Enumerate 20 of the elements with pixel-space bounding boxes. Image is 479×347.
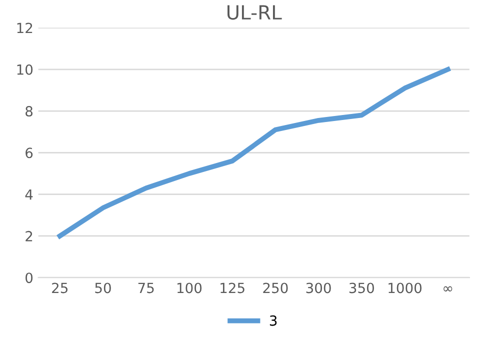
x-tick-label: 50	[95, 282, 111, 294]
y-tick-label: 6	[26, 148, 33, 158]
y-tick-label: 10	[17, 64, 33, 75]
x-tick-label: 350	[349, 282, 374, 294]
y-tick-label: 12	[17, 22, 32, 34]
line-series	[57, 66, 450, 238]
x-tick-label: 250	[263, 282, 288, 294]
x-tick-label: 25	[52, 282, 68, 294]
x-tick-label: 75	[138, 282, 154, 294]
y-tick-label: 2	[26, 230, 32, 242]
chart-title: UL-RL	[228, 5, 282, 20]
x-tick-label: 1000	[388, 282, 422, 294]
y-tick-label: 8	[26, 106, 33, 117]
x-tick-label: 300	[306, 282, 331, 294]
x-tick-label: ∞	[444, 286, 452, 292]
y-tick-label: 0	[26, 272, 33, 284]
x-tick-label: 125	[220, 282, 244, 294]
y-tick-label: 4	[25, 189, 33, 200]
legend-label: 3	[270, 315, 277, 326]
x-tick-label: 100	[177, 282, 202, 294]
